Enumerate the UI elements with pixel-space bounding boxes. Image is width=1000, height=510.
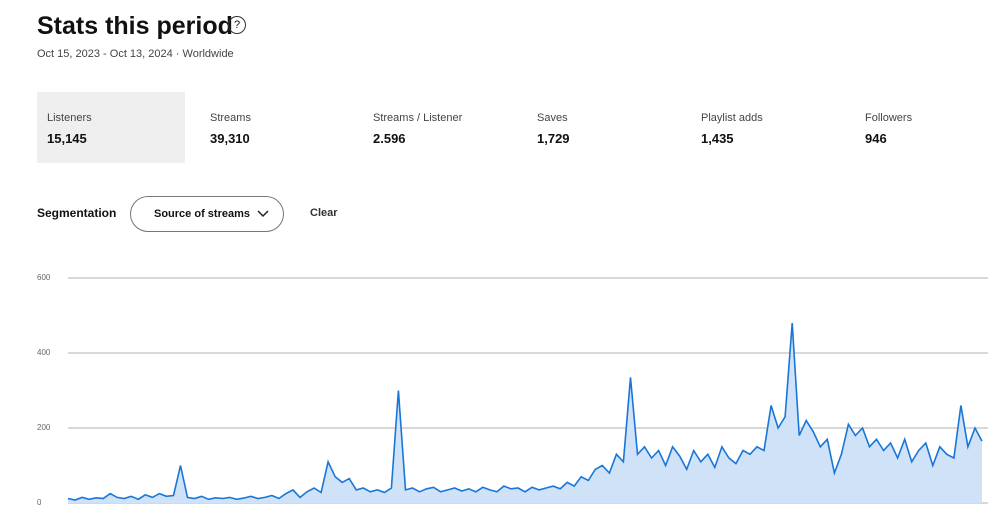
clear-button[interactable]: Clear <box>310 207 338 219</box>
dropdown[interactable]: Source of streams <box>130 196 284 232</box>
y-tick-label: 200 <box>37 423 51 432</box>
area <box>68 323 982 503</box>
stat-value: 15,145 <box>47 131 87 146</box>
chart: 0 200 400 600 <box>37 273 988 507</box>
stat-label: Streams <box>210 112 251 124</box>
chevron <box>257 210 269 218</box>
stat-value: 1,729 <box>537 131 570 146</box>
stat-label: Saves <box>537 112 568 124</box>
stat-value: 1,435 <box>701 131 734 146</box>
title: Stats this period <box>37 12 233 40</box>
y-tick-label: 400 <box>37 348 51 357</box>
help-icon[interactable]: ? <box>228 16 246 34</box>
stat-tile[interactable]: Streams 39,310 <box>200 92 348 163</box>
stat-value: 2.596 <box>373 131 406 146</box>
subtitle: Oct 15, 2023 - Oct 13, 2024 · Worldwide <box>37 48 234 60</box>
stat-label: Followers <box>865 112 913 124</box>
stat-tile[interactable]: Followers 946 <box>855 92 1000 163</box>
segmentation-label: Segmentation <box>37 206 117 220</box>
stat-value: 39,310 <box>210 131 250 146</box>
stat-tile[interactable]: Listeners 15,145 <box>37 92 185 163</box>
line <box>67 322 983 501</box>
y-tick-label: 0 <box>37 498 42 507</box>
stat-label: Playlist adds <box>701 112 763 124</box>
stat-label: Listeners <box>47 112 92 124</box>
stat-value: 946 <box>865 131 887 146</box>
stat-tile[interactable]: Saves 1,729 <box>527 92 675 163</box>
stat-label: Streams / Listener <box>373 112 463 124</box>
stat-tile[interactable]: Streams / Listener 2.596 <box>363 92 511 163</box>
dropdown-text: Source of streams <box>154 208 250 220</box>
y-tick-label: 600 <box>37 273 51 282</box>
stat-tile[interactable]: Playlist adds 1,435 <box>691 92 839 163</box>
